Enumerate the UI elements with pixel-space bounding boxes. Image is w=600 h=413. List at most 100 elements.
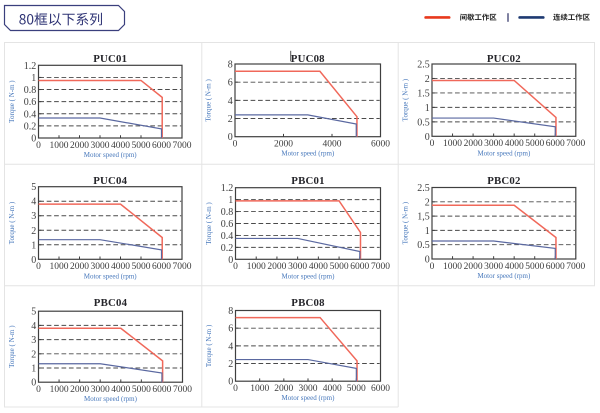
svg-text:PUC02: PUC02 [487, 53, 521, 65]
svg-text:0: 0 [430, 139, 435, 149]
svg-text:3000: 3000 [298, 384, 317, 394]
svg-text:6000: 6000 [546, 139, 565, 149]
svg-text:Torque ( N-m ): Torque ( N-m ) [402, 78, 410, 121]
svg-text:2.5: 2.5 [417, 183, 430, 194]
svg-text:1: 1 [31, 73, 36, 84]
svg-text:6000: 6000 [350, 262, 369, 272]
svg-text:Torque ( N-m ): Torque ( N-m ) [8, 324, 16, 367]
svg-text:5000: 5000 [525, 262, 544, 272]
svg-text:1000: 1000 [443, 139, 462, 149]
svg-text:2000: 2000 [70, 141, 89, 151]
svg-text:1000: 1000 [50, 141, 69, 151]
svg-text:4000: 4000 [322, 140, 341, 150]
svg-text:1.5: 1.5 [417, 88, 430, 99]
svg-text:4: 4 [31, 320, 36, 331]
svg-text:2: 2 [425, 197, 430, 208]
svg-text:4000: 4000 [505, 139, 524, 149]
svg-text:0: 0 [228, 255, 233, 266]
svg-text:0.6: 0.6 [220, 219, 233, 230]
svg-text:1: 1 [31, 240, 36, 251]
svg-text:2: 2 [31, 349, 36, 360]
svg-text:0.8: 0.8 [24, 85, 37, 96]
svg-text:2: 2 [31, 226, 36, 237]
svg-text:PUC04: PUC04 [93, 175, 127, 187]
svg-text:0.4: 0.4 [24, 109, 37, 120]
svg-text:1: 1 [31, 363, 36, 374]
svg-text:4000: 4000 [111, 141, 130, 151]
svg-text:Motor speed (rpm): Motor speed (rpm) [281, 272, 335, 280]
svg-text:5: 5 [31, 182, 36, 193]
svg-text:6000: 6000 [371, 140, 390, 150]
svg-text:0: 0 [227, 132, 232, 143]
svg-text:0: 0 [228, 376, 233, 387]
svg-text:Torque ( N-m ): Torque ( N-m ) [205, 202, 213, 245]
svg-text:PBC01: PBC01 [291, 175, 324, 187]
svg-text:6: 6 [228, 323, 233, 334]
svg-text:5000: 5000 [132, 385, 151, 395]
svg-text:0: 0 [36, 385, 41, 395]
svg-text:4: 4 [31, 197, 36, 208]
svg-text:1: 1 [228, 195, 233, 206]
svg-text:0.2: 0.2 [24, 121, 37, 132]
svg-text:0: 0 [31, 377, 36, 388]
svg-text:1: 1 [425, 226, 430, 237]
svg-text:1000: 1000 [50, 385, 69, 395]
svg-text:1.2: 1.2 [24, 61, 37, 72]
svg-text:1000: 1000 [443, 262, 462, 272]
svg-text:5000: 5000 [132, 262, 151, 272]
svg-text:Motor speed (rpm): Motor speed (rpm) [84, 272, 138, 280]
svg-text:6: 6 [227, 78, 232, 89]
svg-text:0.5: 0.5 [417, 117, 430, 128]
svg-text:PUC01: PUC01 [93, 53, 127, 65]
svg-text:Torque ( N-m ): Torque ( N-m ) [204, 78, 212, 121]
svg-text:7000: 7000 [173, 262, 192, 272]
svg-text:0: 0 [36, 141, 41, 151]
svg-text:7000: 7000 [173, 385, 192, 395]
svg-text:0: 0 [36, 262, 41, 272]
svg-text:3000: 3000 [91, 262, 110, 272]
svg-text:2: 2 [425, 74, 430, 85]
svg-text:Torque ( N-m ): Torque ( N-m ) [402, 201, 410, 244]
svg-text:7000: 7000 [566, 139, 585, 149]
svg-text:1000: 1000 [50, 262, 69, 272]
svg-text:0: 0 [232, 140, 237, 150]
svg-text:3000: 3000 [484, 262, 503, 272]
svg-text:6000: 6000 [371, 384, 390, 394]
svg-text:Motor speed (rpm): Motor speed (rpm) [477, 272, 531, 280]
svg-text:0: 0 [233, 262, 238, 272]
svg-text:0.5: 0.5 [417, 240, 430, 251]
svg-text:6000: 6000 [152, 141, 171, 151]
svg-text:2000: 2000 [464, 139, 483, 149]
svg-text:1000: 1000 [250, 384, 269, 394]
svg-text:4000: 4000 [322, 384, 341, 394]
svg-text:5000: 5000 [525, 139, 544, 149]
svg-text:Torque ( N-m ): Torque ( N-m ) [8, 80, 16, 123]
svg-text:5: 5 [31, 306, 36, 317]
svg-text:PBC08: PBC08 [291, 296, 325, 308]
svg-text:2000: 2000 [267, 262, 286, 272]
svg-text:2000: 2000 [274, 140, 293, 150]
svg-text:Motor speed (rpm): Motor speed (rpm) [84, 395, 138, 403]
svg-text:4000: 4000 [308, 262, 327, 272]
svg-text:6000: 6000 [152, 385, 171, 395]
svg-text:4000: 4000 [505, 262, 524, 272]
svg-text:PBC04: PBC04 [94, 296, 128, 308]
svg-text:7000: 7000 [566, 262, 585, 272]
svg-text:2000: 2000 [70, 385, 89, 395]
svg-text:8: 8 [228, 306, 233, 317]
svg-text:2000: 2000 [464, 262, 483, 272]
svg-text:2: 2 [228, 359, 233, 370]
svg-text:5000: 5000 [346, 384, 365, 394]
svg-text:3000: 3000 [484, 139, 503, 149]
svg-text:2000: 2000 [274, 384, 293, 394]
svg-text:0.4: 0.4 [220, 231, 233, 242]
svg-text:Torque ( N-m ): Torque ( N-m ) [205, 323, 213, 366]
svg-text:4000: 4000 [111, 262, 130, 272]
svg-text:1,5: 1,5 [417, 212, 430, 223]
svg-text:0: 0 [233, 384, 238, 394]
svg-text:0.2: 0.2 [220, 243, 233, 254]
svg-text:Motor speed (rpm): Motor speed (rpm) [281, 394, 335, 402]
svg-text:0: 0 [31, 134, 36, 145]
svg-text:5000: 5000 [132, 141, 151, 151]
svg-text:0: 0 [425, 255, 430, 266]
